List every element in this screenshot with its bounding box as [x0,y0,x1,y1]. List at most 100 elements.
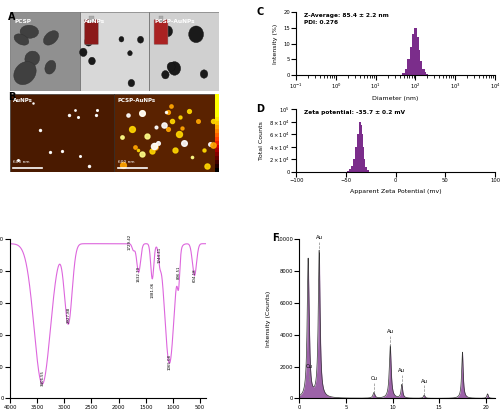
Bar [361,134,362,172]
Circle shape [80,48,87,56]
Bar [215,102,219,105]
Point [118,133,126,140]
Point [118,161,126,168]
Point [154,139,162,146]
Text: Zeta potential: -35.7 ± 0.2 mV: Zeta potential: -35.7 ± 0.2 mV [304,110,405,115]
Bar [215,164,219,168]
Point [64,112,72,118]
Text: 600 nm: 600 nm [118,159,134,164]
Point [92,112,100,119]
Point [138,109,145,116]
FancyBboxPatch shape [89,16,94,22]
Point [151,144,159,150]
Text: Cu: Cu [306,364,312,369]
Text: Au: Au [398,369,406,374]
Point [71,106,79,113]
Text: 1065.08: 1065.08 [168,354,172,370]
Point [166,103,174,109]
Text: 1729.42: 1729.42 [128,234,132,250]
Point [162,109,170,116]
Point [200,147,208,154]
Bar [359,122,360,172]
Bar [215,160,219,164]
Point [160,122,168,128]
Text: 1381.06: 1381.06 [150,282,154,298]
Circle shape [94,34,98,39]
Bar [416,37,418,75]
Bar [351,166,352,172]
Bar [215,117,219,121]
Bar [215,156,219,160]
Point [150,143,158,149]
Ellipse shape [45,60,56,74]
Bar [365,167,366,172]
Point [148,148,156,155]
Point [58,147,66,154]
Bar [215,133,219,137]
Point [128,126,136,132]
Point [14,157,22,164]
Text: Cu: Cu [370,376,378,381]
Point [86,162,94,169]
Bar [215,141,219,144]
Circle shape [200,70,208,78]
Bar [363,159,364,172]
Circle shape [163,26,172,37]
Bar [215,113,219,117]
Text: 1244.41: 1244.41 [158,247,162,263]
Bar [360,125,362,172]
Ellipse shape [14,34,29,45]
FancyBboxPatch shape [114,94,219,172]
Bar [355,147,356,172]
Point [74,114,82,120]
Bar [414,28,416,75]
Point [164,109,172,116]
Text: Z-Average: 85.4 ± 2.2 nm
PDI: 0.276: Z-Average: 85.4 ± 2.2 nm PDI: 0.276 [304,13,389,24]
Point [152,124,160,131]
Circle shape [162,71,169,79]
Text: 2927.88: 2927.88 [66,307,70,323]
Ellipse shape [20,25,38,38]
Point [92,107,100,114]
Bar [426,74,428,75]
X-axis label: Diameter (nm): Diameter (nm) [372,96,419,101]
Point [138,150,145,157]
Bar [412,34,414,75]
Bar [357,134,358,172]
Text: AuNPs: AuNPs [13,98,33,103]
Point [168,117,176,124]
Bar [408,59,410,75]
Text: 1632.70: 1632.70 [136,266,140,282]
Bar [362,147,364,172]
Point [164,125,172,132]
Bar [215,149,219,152]
Bar [215,110,219,113]
Text: Au: Au [386,329,394,334]
Point [29,100,37,107]
Bar [349,169,350,172]
Point [36,127,44,133]
Bar [424,73,426,75]
Text: F: F [272,232,278,242]
Circle shape [128,79,134,87]
FancyBboxPatch shape [80,12,149,90]
Point [131,143,139,150]
Text: 604.18: 604.18 [192,269,196,282]
Ellipse shape [25,51,40,66]
Circle shape [138,36,143,43]
Bar [353,159,354,172]
Circle shape [128,51,132,56]
Text: PCSP-AuNPs: PCSP-AuNPs [154,19,194,24]
FancyBboxPatch shape [158,16,164,22]
Point [188,154,196,160]
Point [152,142,160,149]
Bar [215,94,219,98]
Point [134,146,142,153]
Text: D: D [256,105,264,115]
Text: PCSP: PCSP [15,19,32,24]
Y-axis label: Intensity (Counts): Intensity (Counts) [266,290,271,347]
Bar [215,121,219,125]
FancyBboxPatch shape [149,12,219,90]
Point [46,149,54,155]
Circle shape [119,37,124,42]
